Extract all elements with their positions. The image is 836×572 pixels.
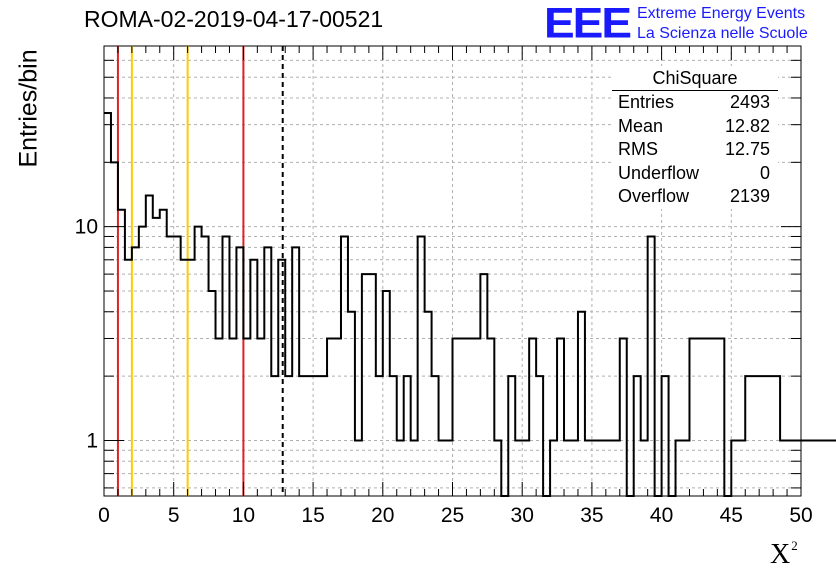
x-tick-label: 0 [98, 504, 110, 527]
stats-label: RMS [618, 139, 658, 159]
logo-caption: Extreme Energy Events La Scienza nelle S… [637, 4, 808, 44]
logo-line-1: Extreme Energy Events [637, 5, 806, 22]
stats-row-entries: Entries 2493 [612, 91, 778, 115]
stats-value: 2139 [729, 186, 770, 206]
x-tick-label: 40 [650, 504, 673, 527]
stats-box: ChiSquare Entries 2493 Mean 12.82 RMS 12… [612, 66, 778, 209]
stats-label: Entries [618, 92, 675, 112]
x-tick-label: 30 [511, 504, 534, 527]
stats-value: 2493 [729, 92, 770, 112]
eee-logo: EEE [544, 0, 632, 47]
stats-label: Overflow [618, 186, 690, 206]
y-axis-label: Entries/bin [14, 49, 43, 168]
x-tick-label: 35 [580, 504, 603, 527]
stats-row-rms: RMS 12.75 [612, 138, 778, 162]
stats-value: 0 [759, 162, 770, 183]
axis-ticks [103, 46, 802, 496]
histogram-series [104, 112, 836, 497]
logo-line-2: La Scienza nelle Scuole [637, 25, 808, 42]
stats-row-overflow: Overflow 2139 [612, 185, 778, 209]
stats-value: 12.75 [724, 139, 770, 159]
x-tick-label: 10 [232, 504, 255, 527]
chart-title: ROMA-02-2019-04-17-00521 [84, 6, 384, 32]
stats-row-underflow: Underflow 0 [612, 162, 778, 186]
y-tick-labels: 1 10 [75, 216, 98, 453]
stats-title: ChiSquare [612, 66, 778, 91]
stats-label: Mean [618, 115, 664, 136]
x-tick-label: 15 [301, 504, 324, 527]
x-axis-label: X2 [770, 538, 798, 570]
y-tick-label: 10 [75, 216, 98, 239]
x-tick-label: 5 [168, 504, 180, 527]
y-tick-label: 1 [86, 429, 98, 452]
x-tick-label: 45 [720, 504, 743, 527]
x-tick-label: 25 [441, 504, 464, 527]
x-tick-labels: 0 5 10 15 20 25 30 35 40 45 50 [98, 504, 813, 527]
stats-row-mean: Mean 12.82 [612, 115, 778, 139]
stats-label: Underflow [618, 162, 700, 183]
stats-value: 12.82 [724, 115, 770, 136]
x-tick-label: 20 [371, 504, 394, 527]
x-tick-label: 50 [789, 504, 812, 527]
